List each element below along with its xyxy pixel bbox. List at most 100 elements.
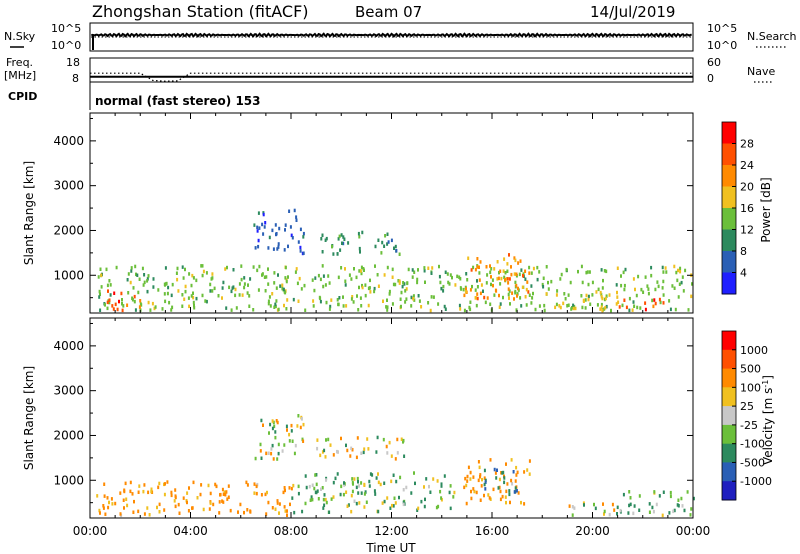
heatmap-cell [437,302,440,306]
heatmap-cell [209,491,212,496]
heatmap-cell [479,260,482,264]
heatmap-cell [466,479,469,483]
heatmap-cell [479,498,482,502]
heatmap-cell [398,279,401,283]
heatmap-cell [131,492,134,496]
heatmap-cell [341,241,343,245]
colorbar-swatch [722,208,736,230]
heatmap-cell [188,272,191,276]
heatmap-cell [298,276,301,281]
colorbar-swatch [722,387,736,407]
heatmap-cell [371,473,374,477]
heatmap-cell [158,502,161,507]
heatmap-cell [321,233,324,237]
heatmap-cell [277,451,280,456]
heatmap-cell [632,277,635,281]
heatmap-cell [283,248,286,252]
heatmap-cell [474,288,477,292]
heatmap-cell [286,513,288,517]
heatmap-cell [416,508,419,512]
heatmap-cell [369,290,372,294]
heatmap-cell [290,423,293,428]
heatmap-cell [662,279,665,284]
heatmap-cell [374,264,376,268]
heatmap-cell [603,512,605,516]
heatmap-cell [357,231,360,236]
heatmap-cell [650,265,653,270]
heatmap-cell [510,272,513,277]
heatmap-cell [302,251,305,255]
heatmap-cell [286,428,288,432]
nave-label: Nave [747,65,775,78]
heatmap-cell [209,501,212,505]
heatmap-cell [571,513,574,517]
heatmap-cell [647,291,650,296]
heatmap-cell [369,472,372,476]
heatmap-cell [470,268,473,272]
heatmap-cell [126,303,129,307]
heatmap-cell [177,289,180,293]
heatmap-cell [192,276,195,280]
beam-label: Beam 07 [355,3,422,21]
heatmap-cell [111,502,114,506]
heatmap-cell [600,292,603,297]
heatmap-cell [106,496,109,500]
heatmap-cell [638,508,641,512]
heatmap-cell [404,289,407,293]
heatmap-cell [137,490,140,494]
heatmap-cell [302,422,305,427]
heatmap-cell [170,308,173,312]
heatmap-cell [300,417,303,421]
heatmap-cell [486,273,489,277]
heatmap-cell [137,509,140,514]
heatmap-cell [238,293,241,297]
nave-tick-high: 60 [707,56,721,69]
heatmap-cell [166,291,169,296]
heatmap-cell [359,250,361,254]
heatmap-cell [350,297,353,301]
heatmap-cell [483,476,486,480]
heatmap-cell [323,493,326,497]
heatmap-cell [390,238,393,243]
heatmap-cell [559,305,562,310]
heatmap-cell [223,490,226,494]
heatmap-cell [528,293,531,297]
heatmap-cell [272,420,275,425]
heatmap-cell [241,293,244,297]
heatmap-cell [438,274,441,279]
heatmap-cell [99,511,101,515]
heatmap-cell [336,298,339,302]
heatmap-cell [321,486,324,490]
heatmap-cell [528,472,531,476]
heatmap-cell [411,275,414,279]
heatmap-cell [675,270,678,275]
heatmap-cell [391,302,394,306]
heatmap-cell [278,511,280,515]
heatmap-cell [311,497,314,502]
heatmap-cell [266,490,268,495]
heatmap-cell [245,480,248,485]
heatmap-cell [320,237,323,241]
heatmap-cell [517,261,520,265]
heatmap-cell [413,471,415,475]
heatmap-cell [195,278,198,283]
heatmap-cell [322,284,325,289]
heatmap-cell [398,252,401,256]
heatmap-cell [534,307,537,312]
heatmap-cell [176,277,179,282]
heatmap-cell [140,303,143,307]
heatmap-cell [258,264,261,269]
heatmap-cell [468,305,471,310]
heatmap-cell [490,267,493,271]
heatmap-cell [642,290,645,294]
heatmap-cell [470,489,472,494]
heatmap-cell [651,298,654,303]
heatmap-cell [515,473,518,477]
heatmap-cell [555,302,558,307]
heatmap-cell [243,285,246,290]
heatmap-cell [622,492,625,497]
heatmap-cell [572,306,575,311]
heatmap-cell [191,273,194,278]
heatmap-cell [257,288,260,292]
heatmap-cell [517,491,520,495]
